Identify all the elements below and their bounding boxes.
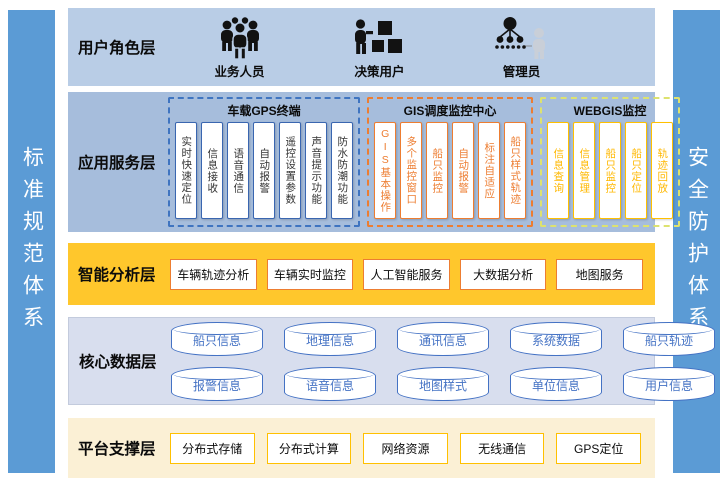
service-group-vehicle-gps: 车载GPS终端 实时快速定位 信息接收 语音通信 自动报警 遥控设置参数 声音提… [168, 97, 360, 227]
platform-item: GPS定位 [556, 432, 641, 464]
role-list: 业务人员 [170, 14, 655, 80]
layer-title: 核心数据层 [79, 354, 157, 371]
data-store-cylinder: 地图样式 [397, 366, 489, 401]
service-group-gis-center: GIS调度监控中心 GIS基本操作 多个监控窗口 船只监控 自动报警 标注自适应… [367, 97, 533, 227]
service-item: 实时快速定位 [175, 122, 197, 219]
admin-hierarchy-icon [494, 14, 550, 60]
analysis-item: 大数据分析 [459, 258, 547, 290]
platform-item-list: 分布式存储 分布式计算 网络资源 无线通信 GPS定位 [170, 432, 655, 464]
service-item: 信息接收 [201, 122, 223, 219]
group-items: GIS基本操作 多个监控窗口 船只监控 自动报警 标注自适应 船只样式轨迹 [374, 122, 526, 219]
service-item: 遥控设置参数 [279, 122, 301, 219]
service-group-list: 车载GPS终端 实时快速定位 信息接收 语音通信 自动报警 遥控设置参数 声音提… [168, 97, 686, 227]
service-item: 轨迹回放 [651, 122, 673, 219]
service-item: GIS基本操作 [374, 122, 396, 219]
service-item: 自动报警 [452, 122, 474, 219]
data-store-cylinder: 系统数据 [510, 321, 602, 356]
left-pillar-label: 标准规范体系 [20, 145, 44, 338]
layer-platform-support: 平台支撑层 分布式存储 分布式计算 网络资源 无线通信 GPS定位 [68, 418, 655, 478]
role-label: 管理员 [502, 65, 541, 79]
analysis-item: 车辆实时监控 [266, 258, 354, 290]
group-items: 信息查询 信息管理 船只监控 船只定位 轨迹回放 [547, 122, 673, 219]
service-item: 船只监控 [426, 122, 448, 219]
data-store-grid: 船只信息 地理信息 通讯信息 系统数据 船只轨迹 报警信息 语音信息 地图样式 … [171, 321, 725, 401]
service-group-webgis: WEBGIS监控 信息查询 信息管理 船只监控 船只定位 轨迹回放 [540, 97, 680, 227]
service-item: 自动报警 [253, 122, 275, 219]
platform-item: 分布式存储 [170, 432, 255, 464]
service-item: 语音通信 [227, 122, 249, 219]
layer-core-data: 核心数据层 船只信息 地理信息 通讯信息 系统数据 船只轨迹 报警信息 语音信息… [68, 317, 715, 405]
service-item: 信息管理 [573, 122, 595, 219]
platform-item: 无线通信 [459, 432, 545, 464]
layer-title: 平台支撑层 [78, 441, 156, 458]
data-store-cylinder: 地理信息 [284, 321, 376, 356]
service-item: 船只定位 [625, 122, 647, 219]
layer-intelligent-analysis: 智能分析层 车辆轨迹分析 车辆实时监控 人工智能服务 大数据分析 地图服务 [68, 243, 655, 305]
data-store-cylinder: 单位信息 [510, 366, 602, 401]
service-item: 船只监控 [599, 122, 621, 219]
service-item: 多个监控窗口 [400, 122, 422, 219]
group-items: 实时快速定位 信息接收 语音通信 自动报警 遥控设置参数 声音提示功能 防水防潮… [175, 122, 353, 219]
layer-title: 智能分析层 [78, 267, 156, 284]
service-item: 标注自适应 [478, 122, 500, 219]
analysis-item: 地图服务 [556, 258, 643, 290]
layer-title: 用户角色层 [78, 40, 156, 57]
platform-item: 网络资源 [363, 432, 448, 464]
data-store-cylinder: 语音信息 [284, 366, 376, 401]
layer-app-services: 应用服务层 车载GPS终端 实时快速定位 信息接收 语音通信 自动报警 遥控设置… [68, 92, 680, 232]
data-store-cylinder: 船只信息 [171, 321, 263, 356]
role-business-staff: 业务人员 [214, 14, 266, 80]
data-store-cylinder: 船只轨迹 [623, 321, 715, 356]
person-blocks-icon [353, 14, 407, 60]
left-pillar-standards: 标准规范体系 [8, 10, 55, 473]
right-pillar-label: 安全防护体系 [685, 145, 709, 338]
data-store-cylinder: 通讯信息 [397, 321, 489, 356]
role-label: 业务人员 [214, 65, 265, 79]
service-item: 声音提示功能 [305, 122, 327, 219]
analysis-item-list: 车辆轨迹分析 车辆实时监控 人工智能服务 大数据分析 地图服务 [170, 258, 655, 290]
data-store-cylinder: 报警信息 [171, 366, 263, 401]
data-store-cylinder: 用户信息 [623, 366, 715, 401]
group-title: GIS调度监控中心 [403, 104, 497, 118]
role-administrator: 管理员 [494, 14, 550, 80]
service-item: 船只样式轨迹 [504, 122, 526, 219]
group-title: 车载GPS终端 [227, 104, 301, 118]
group-title: WEBGIS监控 [573, 104, 647, 118]
analysis-item: 车辆轨迹分析 [170, 258, 257, 290]
right-pillar-security: 安全防护体系 [673, 10, 720, 473]
people-group-icon [214, 14, 266, 60]
role-label: 决策用户 [354, 65, 405, 79]
layer-user-roles: 用户角色层 [68, 8, 655, 86]
analysis-item: 人工智能服务 [363, 258, 450, 290]
platform-item: 分布式计算 [266, 432, 352, 464]
service-item: 信息查询 [547, 122, 569, 219]
layer-title: 应用服务层 [78, 155, 156, 172]
role-decision-user: 决策用户 [353, 14, 407, 80]
service-item: 防水防潮功能 [331, 122, 353, 219]
layer-stack: 用户角色层 [68, 8, 715, 478]
